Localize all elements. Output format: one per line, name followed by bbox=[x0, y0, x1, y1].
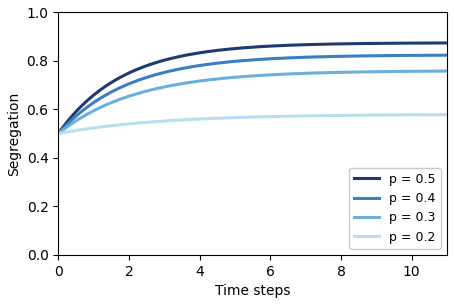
p = 0.2 bbox=[435, 113, 440, 117]
p = 0.3 bbox=[242, 75, 248, 78]
p = 0.3 bbox=[374, 70, 380, 74]
Line: p = 0.4: p = 0.4 bbox=[58, 55, 447, 134]
p = 0.4 bbox=[374, 54, 380, 58]
Y-axis label: Segregation: Segregation bbox=[7, 92, 21, 176]
p = 0.2 bbox=[266, 115, 271, 118]
p = 0.3 bbox=[287, 72, 292, 76]
p = 0.5 bbox=[240, 46, 246, 50]
p = 0.2 bbox=[444, 113, 450, 117]
p = 0.5 bbox=[242, 46, 248, 49]
p = 0.5 bbox=[266, 44, 271, 48]
p = 0.3 bbox=[240, 75, 246, 78]
Legend: p = 0.5, p = 0.4, p = 0.3, p = 0.2: p = 0.5, p = 0.4, p = 0.3, p = 0.2 bbox=[349, 168, 441, 249]
p = 0.2 bbox=[242, 115, 248, 119]
p = 0.2 bbox=[240, 116, 246, 119]
p = 0.4 bbox=[266, 57, 271, 61]
p = 0.5 bbox=[287, 43, 292, 47]
p = 0.2 bbox=[287, 114, 292, 118]
p = 0.5 bbox=[444, 41, 450, 45]
X-axis label: Time steps: Time steps bbox=[215, 284, 291, 298]
p = 0.3 bbox=[55, 132, 61, 135]
p = 0.4 bbox=[287, 56, 292, 60]
p = 0.2 bbox=[55, 132, 61, 135]
p = 0.4 bbox=[435, 53, 440, 57]
p = 0.4 bbox=[55, 132, 61, 135]
p = 0.5 bbox=[435, 41, 440, 45]
Line: p = 0.2: p = 0.2 bbox=[58, 115, 447, 134]
Line: p = 0.3: p = 0.3 bbox=[58, 71, 447, 134]
p = 0.5 bbox=[55, 132, 61, 135]
p = 0.4 bbox=[240, 59, 246, 63]
p = 0.5 bbox=[374, 41, 380, 45]
p = 0.2 bbox=[374, 113, 380, 117]
p = 0.3 bbox=[444, 69, 450, 73]
Line: p = 0.5: p = 0.5 bbox=[58, 43, 447, 134]
p = 0.3 bbox=[435, 69, 440, 73]
p = 0.4 bbox=[444, 53, 450, 57]
p = 0.4 bbox=[242, 59, 248, 62]
p = 0.3 bbox=[266, 73, 271, 77]
